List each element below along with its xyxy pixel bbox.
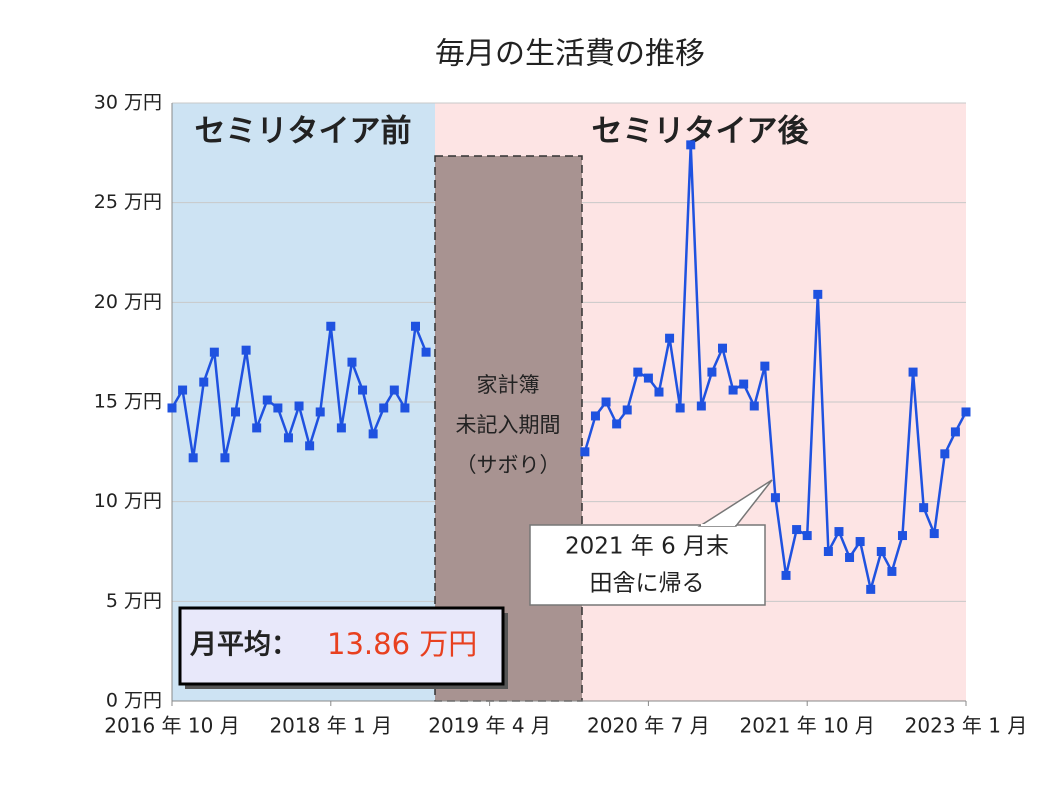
point bbox=[654, 387, 664, 397]
point bbox=[887, 566, 897, 576]
y-tick-label: 25 万円 bbox=[94, 191, 162, 213]
x-tick-label: 2018 年 1 月 bbox=[269, 714, 392, 738]
y-tick-label: 30 万円 bbox=[94, 92, 162, 114]
point bbox=[760, 361, 770, 371]
callout-text: 2021 年 6 月末 bbox=[565, 534, 729, 560]
point bbox=[347, 357, 357, 367]
x-tick-label: 2021 年 10 月 bbox=[739, 714, 874, 738]
y-tick-label: 20 万円 bbox=[94, 291, 162, 313]
point bbox=[940, 449, 950, 459]
point bbox=[845, 552, 855, 562]
point bbox=[167, 403, 177, 413]
y-tick-label: 10 万円 bbox=[94, 490, 162, 512]
point bbox=[273, 403, 283, 413]
x-tick-label: 2020 年 7 月 bbox=[587, 714, 710, 738]
point bbox=[876, 547, 886, 556]
point bbox=[950, 427, 960, 437]
point bbox=[400, 403, 410, 413]
x-tick-label: 2019 年 4 月 bbox=[428, 714, 551, 738]
point bbox=[643, 373, 653, 383]
point bbox=[633, 367, 643, 377]
x-tick-label: 2023 年 1 月 bbox=[905, 714, 1028, 738]
y-tick-label: 15 万円 bbox=[94, 391, 162, 413]
point bbox=[813, 289, 823, 299]
point bbox=[728, 385, 738, 395]
callout-box bbox=[529, 524, 766, 606]
point bbox=[781, 570, 791, 580]
point bbox=[908, 367, 918, 377]
chart-title: 毎月の生活費の推移 bbox=[435, 37, 705, 72]
point bbox=[252, 423, 262, 433]
gap-label: （サボり） bbox=[456, 453, 561, 477]
average-value: 13.86 万円 bbox=[327, 627, 477, 661]
point bbox=[294, 401, 304, 411]
point bbox=[410, 321, 420, 331]
point bbox=[209, 347, 219, 357]
region-label: セミリタイア後 bbox=[592, 114, 810, 150]
x-tick-label: 2016 年 10 月 bbox=[104, 714, 239, 738]
point bbox=[231, 407, 241, 417]
point bbox=[601, 397, 611, 407]
point bbox=[283, 433, 293, 443]
point bbox=[612, 419, 622, 429]
callout-text: 田舎に帰る bbox=[590, 571, 705, 597]
point bbox=[919, 503, 929, 513]
point bbox=[696, 401, 706, 411]
y-tick-label: 0 万円 bbox=[106, 690, 162, 712]
point bbox=[590, 411, 600, 421]
point bbox=[336, 423, 346, 433]
point bbox=[305, 441, 315, 451]
point bbox=[262, 395, 272, 405]
point bbox=[389, 385, 399, 395]
average-label: 月平均： bbox=[189, 630, 298, 661]
point bbox=[315, 407, 325, 417]
point bbox=[368, 429, 378, 439]
point bbox=[929, 529, 939, 539]
point bbox=[665, 333, 675, 343]
region-label: セミリタイア前 bbox=[195, 114, 412, 150]
point bbox=[739, 379, 749, 389]
point bbox=[326, 321, 336, 331]
point bbox=[580, 447, 590, 457]
point bbox=[792, 525, 802, 535]
point bbox=[358, 385, 368, 395]
point bbox=[241, 345, 251, 355]
y-tick-label: 5 万円 bbox=[106, 590, 162, 612]
point bbox=[188, 453, 198, 463]
point bbox=[718, 343, 728, 353]
point bbox=[866, 584, 876, 594]
point bbox=[379, 403, 389, 413]
point bbox=[897, 531, 907, 541]
point bbox=[220, 453, 230, 463]
point bbox=[675, 403, 685, 413]
plot bbox=[167, 140, 971, 594]
point bbox=[749, 401, 759, 411]
point bbox=[707, 367, 717, 377]
callout: 2021 年 6 月末 田舎に帰る bbox=[529, 479, 773, 606]
point bbox=[770, 493, 780, 503]
point bbox=[686, 140, 696, 150]
point bbox=[622, 405, 632, 415]
gap-label: 家計簿 bbox=[477, 373, 540, 397]
point bbox=[802, 531, 812, 541]
average-box: 月平均： 13.86 万円 bbox=[178, 606, 508, 689]
average-frame bbox=[178, 606, 505, 686]
point bbox=[834, 527, 844, 537]
point bbox=[178, 385, 188, 395]
gap-label: 未記入期間 bbox=[456, 413, 561, 437]
point bbox=[855, 537, 865, 547]
point bbox=[421, 347, 431, 357]
point bbox=[823, 547, 833, 556]
point bbox=[199, 377, 209, 387]
point bbox=[961, 407, 971, 417]
